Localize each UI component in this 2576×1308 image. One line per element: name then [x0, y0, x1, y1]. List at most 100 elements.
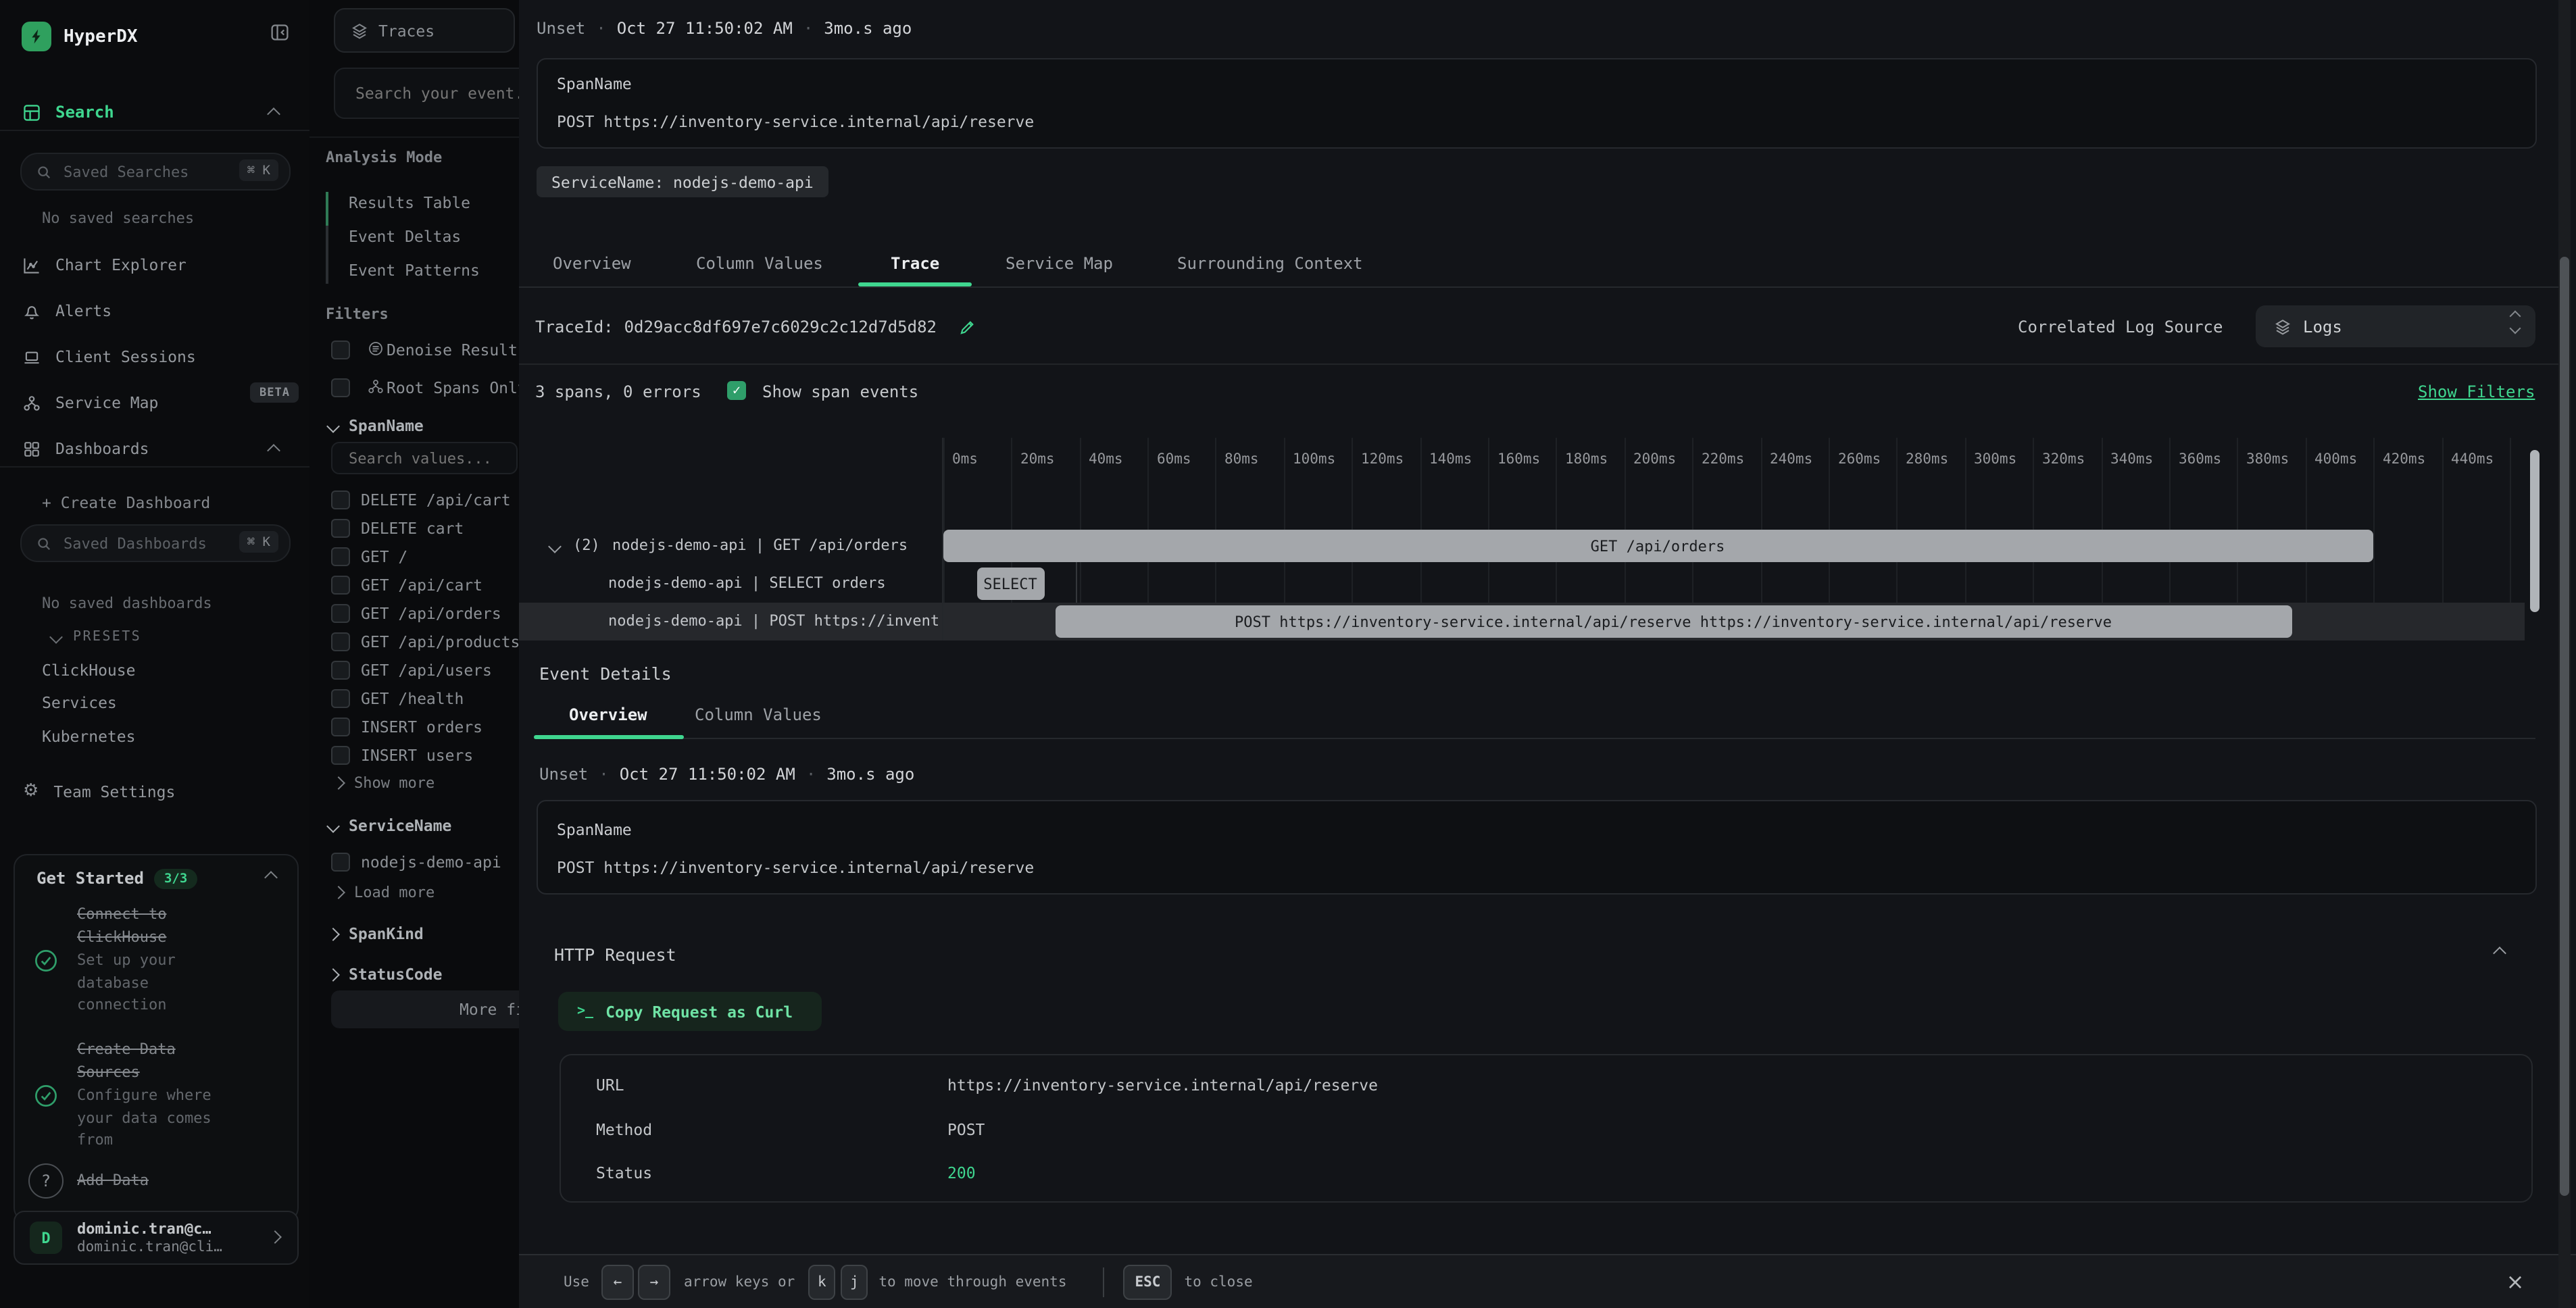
spanname-search-input[interactable]: [331, 442, 518, 474]
span-bar-post-reserve[interactable]: POST https://inventory-service.internal/…: [1055, 605, 2292, 638]
value-label[interactable]: GET /api/users: [361, 661, 492, 680]
close-icon[interactable]: ×: [2506, 1268, 2525, 1294]
mode-event-deltas[interactable]: Event Deltas: [349, 227, 462, 246]
get-started-item[interactable]: ? Add Data: [15, 1163, 297, 1199]
value-checkbox[interactable]: [331, 604, 350, 623]
sidebar-item-service-map[interactable]: Service Map BETA: [23, 382, 299, 412]
presets-group-header[interactable]: PRESETS: [49, 630, 141, 645]
get-started-item[interactable]: Create Data Sources Configure where your…: [15, 1039, 297, 1152]
value-label[interactable]: DELETE /api/cart: [361, 490, 511, 509]
sidebar-item-dashboards[interactable]: Dashboards: [23, 439, 149, 458]
tab-ed-overview[interactable]: Overview: [569, 705, 647, 724]
sidebar-item-alerts[interactable]: Alerts: [23, 301, 112, 320]
sidebar-item-search[interactable]: Search: [23, 103, 114, 122]
spankind-group-header[interactable]: SpanKind: [326, 924, 424, 943]
waterfall-scrollbar[interactable]: [2530, 450, 2540, 612]
question-circle-icon[interactable]: ?: [15, 1163, 77, 1199]
value-checkbox[interactable]: [331, 490, 350, 509]
saved-dashboards-input[interactable]: ⌘ K: [20, 524, 291, 562]
get-started-item[interactable]: Connect to ClickHouse Set up your databa…: [15, 904, 297, 1017]
avatar: D: [30, 1222, 62, 1254]
tab-ed-column-values[interactable]: Column Values: [695, 705, 822, 724]
value-checkbox[interactable]: [331, 576, 350, 595]
load-more-button[interactable]: Load more: [332, 884, 435, 901]
chevron-up-icon[interactable]: [267, 107, 280, 121]
sidebar-item-client-sessions[interactable]: Client Sessions: [23, 347, 196, 366]
mode-results-table[interactable]: Results Table: [349, 193, 471, 212]
divider: [519, 363, 2558, 365]
value-checkbox[interactable]: [331, 519, 350, 538]
preset-kubernetes[interactable]: Kubernetes: [42, 727, 136, 746]
value-label[interactable]: GET /: [361, 547, 408, 566]
value-checkbox[interactable]: [331, 718, 350, 736]
value-checkbox[interactable]: [331, 547, 350, 566]
tab-overview[interactable]: Overview: [553, 254, 631, 273]
page-scrollbar-thumb[interactable]: [2560, 257, 2569, 1196]
more-filters-button[interactable]: More filters: [331, 990, 519, 1028]
preset-services[interactable]: Services: [42, 693, 117, 712]
group-label: SpanKind: [349, 924, 424, 943]
span-row-label[interactable]: nodejs-demo-api | POST https://inventory…: [608, 612, 938, 630]
span-row-label[interactable]: nodejs-demo-api | SELECT orders: [608, 574, 886, 592]
sidebar-item-team-settings[interactable]: ⚙ Team Settings: [23, 781, 175, 801]
brand[interactable]: HyperDX: [22, 22, 138, 51]
edit-pencil-icon[interactable]: [958, 318, 976, 336]
preset-clickhouse[interactable]: ClickHouse: [42, 661, 136, 680]
event-meta: Unset · Oct 27 11:50:02 AM · 3mo.s ago: [537, 19, 912, 38]
saved-searches-field[interactable]: [61, 161, 222, 182]
spanname-search-field[interactable]: [346, 448, 514, 468]
tab-service-map[interactable]: Service Map: [1006, 254, 1113, 273]
collapse-section-icon[interactable]: [2493, 947, 2506, 960]
value-label[interactable]: GET /api/products: [361, 632, 519, 651]
spanname-group-header[interactable]: SpanName: [326, 416, 424, 435]
source-selector-button[interactable]: Traces: [334, 8, 515, 53]
servicename-group-header[interactable]: ServiceName: [326, 816, 451, 835]
value-label[interactable]: GET /api/cart: [361, 576, 483, 595]
chevron-up-icon[interactable]: [267, 444, 280, 457]
show-filters-link[interactable]: Show Filters: [2418, 382, 2535, 401]
root-spans-checkbox[interactable]: [331, 378, 350, 397]
page-scrollbar-track[interactable]: [2558, 0, 2571, 1308]
value-label[interactable]: INSERT orders: [361, 718, 483, 736]
value-checkbox[interactable]: [331, 689, 350, 708]
root-spans-label[interactable]: Root Spans Only: [387, 378, 519, 397]
get-started-header[interactable]: Get Started 3/3: [36, 867, 197, 889]
show-span-events-checkbox[interactable]: ✓: [727, 381, 746, 400]
saved-searches-input[interactable]: ⌘ K: [20, 153, 291, 191]
user-menu[interactable]: D dominic.tran@c… dominic.tran@cli…: [14, 1211, 299, 1265]
tab-surrounding-context[interactable]: Surrounding Context: [1177, 254, 1363, 273]
span-bar-get-orders[interactable]: GET /api/orders: [943, 530, 2373, 562]
collapse-sidebar-icon[interactable]: [270, 23, 289, 42]
sidebar-item-chart-explorer[interactable]: Chart Explorer: [23, 255, 187, 274]
value-label[interactable]: DELETE cart: [361, 519, 464, 538]
span-bar-select-orders[interactable]: SELECT: [976, 568, 1044, 600]
mode-event-patterns[interactable]: Event Patterns: [349, 261, 480, 280]
denoise-checkbox[interactable]: [331, 341, 350, 359]
copy-curl-button[interactable]: >_ Copy Request as Curl: [558, 992, 822, 1031]
check-circle-icon: [15, 1039, 77, 1152]
service-tag[interactable]: ServiceName: nodejs-demo-api: [537, 166, 828, 197]
value-checkbox[interactable]: [331, 661, 350, 680]
value-label[interactable]: nodejs-demo-api: [361, 853, 501, 872]
row-expand-chevron[interactable]: [548, 538, 562, 555]
denoise-label[interactable]: Denoise Results: [387, 341, 519, 359]
saved-dashboards-field[interactable]: [61, 533, 222, 553]
log-source-select[interactable]: Logs: [2256, 305, 2535, 347]
span-row-label[interactable]: nodejs-demo-api | GET /api/orders: [612, 536, 908, 554]
event-search-field[interactable]: [353, 82, 519, 104]
value-checkbox[interactable]: [331, 632, 350, 651]
event-search-input[interactable]: [334, 68, 519, 119]
chevron-up-icon[interactable]: [264, 871, 278, 884]
tab-trace[interactable]: Trace: [891, 254, 940, 273]
value-checkbox[interactable]: [331, 746, 350, 765]
statuscode-group-header[interactable]: StatusCode: [326, 965, 443, 984]
value-label[interactable]: INSERT users: [361, 746, 474, 765]
tab-column-values[interactable]: Column Values: [696, 254, 823, 273]
value-label[interactable]: GET /health: [361, 689, 464, 708]
value-label[interactable]: GET /api/orders: [361, 604, 501, 623]
show-more-button[interactable]: Show more: [332, 774, 435, 792]
create-dashboard-button[interactable]: + Create Dashboard: [42, 493, 211, 512]
value-checkbox[interactable]: [331, 853, 350, 872]
get-started-title: Get Started: [36, 869, 144, 888]
row-value: POST: [947, 1120, 985, 1139]
